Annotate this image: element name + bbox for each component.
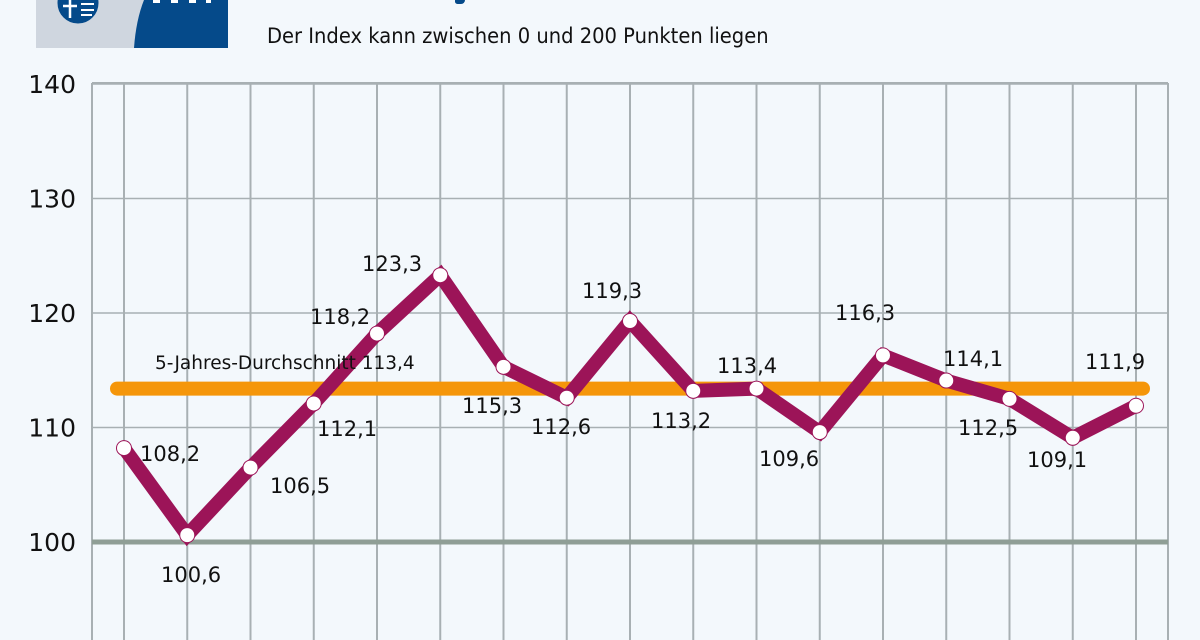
y-tick-label: 110 — [28, 414, 76, 443]
cross-icon — [63, 0, 77, 18]
data-label: 108,2 — [140, 442, 200, 466]
data-label: 112,5 — [958, 416, 1018, 440]
data-point-marker — [179, 527, 196, 544]
y-tick-label: 130 — [28, 185, 76, 214]
data-point-marker — [1001, 390, 1018, 407]
data-label: 112,6 — [531, 415, 591, 439]
data-label: 115,3 — [462, 394, 522, 418]
title-glyph-fragment — [455, 0, 465, 4]
logo — [36, 0, 228, 48]
logo-graphic — [36, 0, 228, 48]
chart-subtitle: Der Index kann zwischen 0 und 200 Punkte… — [267, 24, 769, 48]
data-point-marker — [369, 325, 385, 342]
data-point-marker — [558, 389, 575, 406]
data-label: 113,4 — [717, 354, 777, 378]
data-label: 113,2 — [651, 409, 711, 433]
series-line — [116, 264, 1144, 547]
data-label: 118,2 — [310, 305, 370, 329]
data-point-marker — [748, 380, 765, 397]
data-point-marker — [305, 395, 322, 412]
data-label: 109,1 — [1027, 448, 1087, 472]
data-label: 116,3 — [835, 301, 895, 325]
y-tick-label: 120 — [28, 299, 76, 328]
data-point-marker — [495, 358, 512, 375]
data-point-marker — [432, 267, 449, 284]
y-axis-labels: 100 110 120 130 140 — [28, 70, 76, 557]
data-point-marker — [875, 347, 891, 364]
y-tick-label: 100 — [28, 528, 76, 557]
grid — [91, 82, 1169, 640]
data-point-marker — [622, 313, 638, 330]
data-label: 111,9 — [1085, 350, 1145, 374]
data-label: 114,1 — [943, 347, 1003, 371]
data-label: 112,1 — [317, 417, 377, 441]
data-label: 109,6 — [759, 447, 819, 471]
data-point-marker — [938, 372, 955, 389]
data-point-marker — [116, 440, 132, 457]
data-label: 100,6 — [161, 563, 221, 587]
y-tick-label: 140 — [28, 70, 76, 99]
data-point-marker — [811, 424, 828, 441]
data-point-marker — [1064, 429, 1081, 446]
data-point-marker — [1128, 397, 1144, 414]
average-label: 5-Jahres-Durchschnitt 113,4 — [155, 353, 415, 374]
data-label: 119,3 — [582, 279, 642, 303]
data-labels: 5-Jahres-Durchschnitt 113,4 108,2 100,6 106… — [140, 252, 1145, 587]
data-point-marker — [685, 382, 702, 399]
data-point-marker — [242, 459, 259, 476]
data-label: 123,3 — [362, 252, 422, 276]
data-label: 106,5 — [270, 474, 330, 498]
